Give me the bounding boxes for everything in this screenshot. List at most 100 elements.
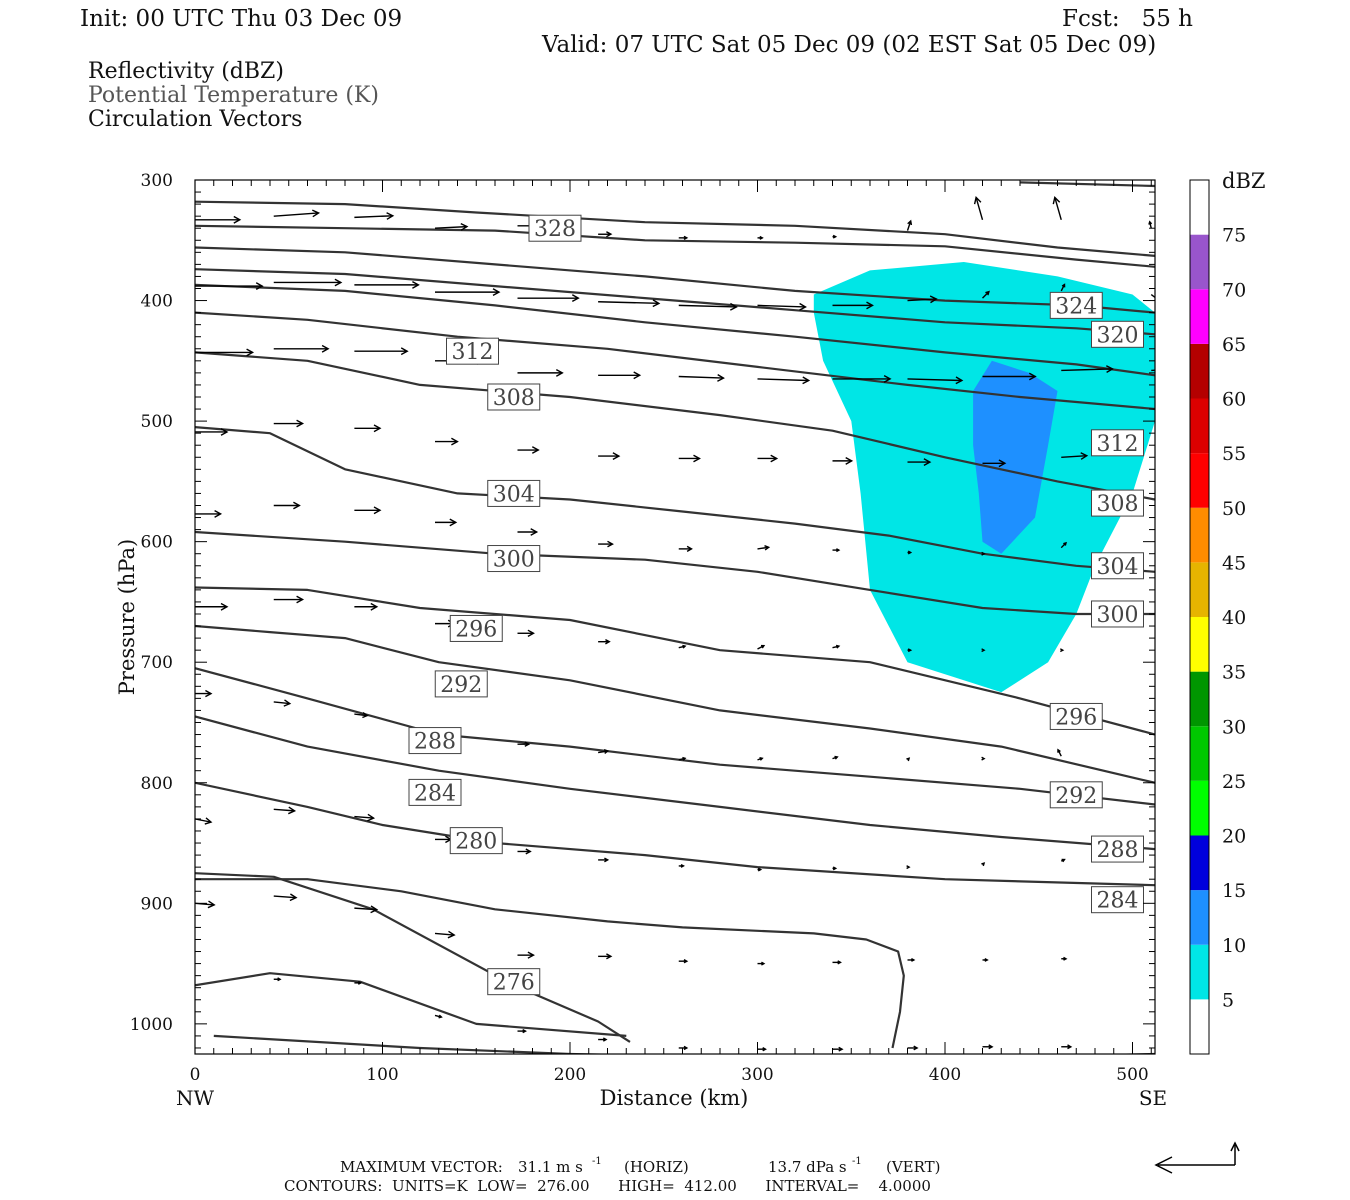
vector-head xyxy=(836,548,841,553)
colorbar-level-label: 65 xyxy=(1222,334,1246,356)
circulation-vector xyxy=(832,374,892,383)
circulation-vector xyxy=(907,458,932,467)
circulation-vector xyxy=(982,290,990,299)
vector-head xyxy=(606,231,613,238)
circulation-vector xyxy=(434,930,456,939)
vector-head xyxy=(906,865,911,870)
circulation-vector xyxy=(832,960,842,965)
theta-contour-296 xyxy=(195,586,1155,736)
vector-head xyxy=(214,509,223,518)
contour-label-312: 312 xyxy=(446,337,499,365)
vert-unit-exponent: -1 xyxy=(852,1156,862,1167)
circulation-vector xyxy=(517,629,535,638)
vector-head xyxy=(693,454,701,463)
vector-head xyxy=(682,756,687,761)
vector-head xyxy=(981,551,986,556)
colorbar-swatch xyxy=(1190,180,1209,235)
circulation-vector xyxy=(195,602,229,611)
vector-head xyxy=(988,1044,994,1050)
vector-head xyxy=(1105,365,1114,374)
vector-head xyxy=(412,280,420,289)
field-circulation-vectors: Circulation Vectors xyxy=(88,107,302,132)
vector-head xyxy=(204,817,213,825)
vector-head xyxy=(845,456,854,465)
contour-label-box xyxy=(446,337,499,365)
vector-head xyxy=(296,595,305,604)
vector-head xyxy=(929,295,938,304)
contour-label-text: 292 xyxy=(440,673,482,698)
y-tick-label: 1000 xyxy=(130,1015,173,1035)
contour-label-box xyxy=(434,670,488,698)
colorbar-frame xyxy=(1189,179,1210,1055)
vector-head xyxy=(717,374,725,382)
circulation-vector xyxy=(354,905,379,914)
circulation-vector xyxy=(678,454,701,463)
circulation-vector xyxy=(678,374,725,382)
vector-shaft xyxy=(982,291,990,299)
vector-head xyxy=(362,712,369,719)
circulation-vector xyxy=(973,196,984,220)
vector-head xyxy=(1067,1044,1073,1050)
contour-label-300: 300 xyxy=(487,545,541,573)
theta-contour-304 xyxy=(195,426,1155,573)
colorbar-level-label: 10 xyxy=(1222,935,1246,957)
colorbar-level-label: 20 xyxy=(1222,826,1246,848)
vector-head xyxy=(1059,648,1065,653)
contour-label-box xyxy=(1091,835,1144,863)
circulation-vector xyxy=(273,977,282,982)
circulation-vector xyxy=(832,548,841,553)
vector-head xyxy=(680,863,685,868)
circulation-vector xyxy=(907,957,916,962)
theta-contour-280 xyxy=(195,781,1155,887)
max-vector-horiz: 31.1 m s xyxy=(518,1158,583,1176)
y-tick-label: 300 xyxy=(141,171,173,191)
vector-head xyxy=(530,528,539,536)
circulation-vector xyxy=(598,953,613,960)
circulation-vector xyxy=(195,900,216,909)
circulation-vector xyxy=(598,749,610,754)
circulation-vector xyxy=(435,288,501,297)
vector-head xyxy=(683,958,689,964)
y-tick-label: 900 xyxy=(141,894,173,914)
circulation-vector xyxy=(757,302,807,311)
max-vector-label: MAXIMUM VECTOR: xyxy=(340,1158,503,1176)
colorbar-level-label: 5 xyxy=(1222,989,1234,1011)
circulation-vector xyxy=(354,506,382,515)
vector-head xyxy=(400,347,409,356)
vector-head xyxy=(913,1045,919,1051)
contour-label-box xyxy=(487,968,541,996)
vector-shaft xyxy=(678,375,724,379)
colorbar-swatch xyxy=(1190,289,1209,344)
circulation-vector xyxy=(1060,541,1067,549)
vector-shaft xyxy=(907,378,962,382)
vector-head xyxy=(1155,864,1158,866)
circulation-vector xyxy=(273,595,305,604)
vector-head xyxy=(729,302,738,311)
vector-head xyxy=(370,602,379,611)
circulation-vector xyxy=(354,424,382,433)
vector-head xyxy=(906,757,911,762)
contour-label-box xyxy=(1049,702,1103,730)
field-potential-temperature: Potential Temperature (K) xyxy=(88,83,379,108)
plot-frame xyxy=(194,179,1156,1055)
circulation-vector xyxy=(435,835,453,844)
vector-head xyxy=(370,905,379,914)
colorbar-level-label: 60 xyxy=(1222,389,1246,411)
vector-head xyxy=(923,458,932,467)
contour-label-box xyxy=(1049,291,1103,319)
circulation-vector xyxy=(906,219,913,231)
contour-label-276: 276 xyxy=(487,968,541,996)
vector-head xyxy=(802,376,811,385)
circulation-vector xyxy=(1148,220,1153,229)
colorbar-swatch xyxy=(1190,999,1209,1054)
contour-label-text: 308 xyxy=(493,386,535,411)
vector-head xyxy=(981,756,986,761)
circulation-vector xyxy=(273,209,321,218)
theta-contour-292 xyxy=(195,624,1155,784)
colorbar-level-label: 75 xyxy=(1222,225,1246,247)
circulation-vector xyxy=(195,348,255,357)
circulation-vector xyxy=(1059,648,1065,653)
circulation-vector xyxy=(598,1037,608,1042)
circulation-vector xyxy=(981,756,986,761)
